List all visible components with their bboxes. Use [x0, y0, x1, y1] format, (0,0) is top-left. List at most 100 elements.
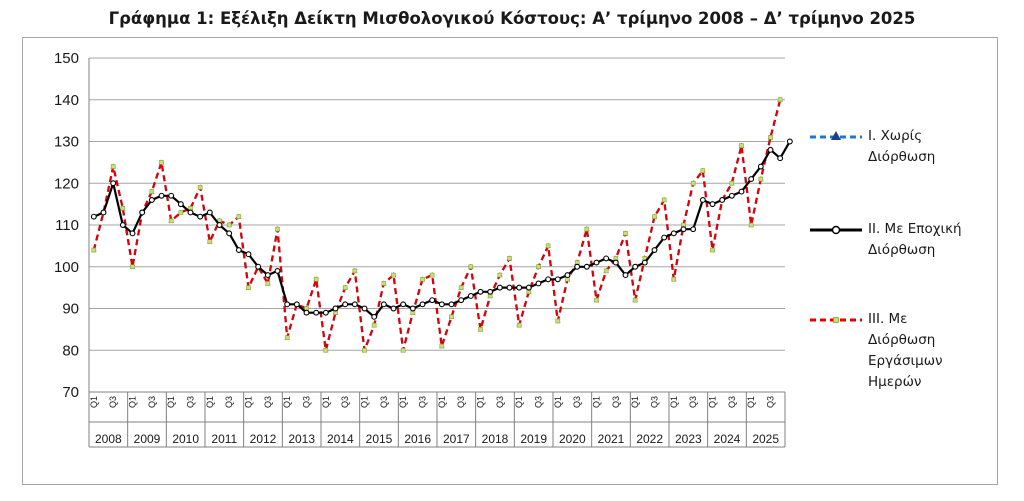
year-label-2012: 2012	[250, 432, 277, 446]
series-3-point	[594, 297, 599, 303]
legend-label-seasonal-adjustment: II. Με Εποχική Διόρθωση	[868, 221, 962, 258]
series-2-point	[148, 197, 155, 203]
year-label-2024: 2024	[714, 432, 741, 446]
series-3-point	[468, 264, 474, 270]
series-3-point	[362, 347, 367, 353]
series-2-point	[603, 255, 610, 262]
series-3-point	[748, 222, 754, 228]
series-2-point	[583, 263, 590, 270]
series-2-point	[409, 305, 416, 312]
x-tick-label: Q3	[108, 396, 118, 408]
x-tick-label: Q3	[224, 396, 234, 408]
series-2-point	[313, 309, 320, 316]
series-2-point	[641, 259, 648, 266]
series-2-point	[525, 284, 532, 291]
series-2-point	[767, 146, 774, 153]
series-2-point	[419, 301, 426, 308]
series-2-point	[690, 226, 697, 233]
series-2-point	[429, 297, 436, 304]
series-3-point	[120, 206, 126, 211]
series-2-point	[632, 263, 639, 270]
series-3-point	[130, 264, 135, 270]
x-tick-label: Q1	[514, 396, 524, 408]
y-tick-label-130: 130	[54, 134, 79, 151]
series-3-point	[439, 343, 445, 349]
series-3-point	[671, 276, 677, 282]
x-tick-label: Q1	[360, 396, 370, 408]
series-3-point	[371, 322, 377, 328]
series-3-point	[178, 210, 184, 215]
series-3-point	[768, 135, 773, 140]
series-2-point	[293, 301, 300, 308]
series-2-point	[709, 201, 716, 208]
y-tick-label-150: 150	[54, 50, 79, 67]
series-2-point	[622, 272, 629, 279]
legend-label-no-adjustment: I. Χωρίς Διόρθωση	[868, 128, 936, 165]
series-3-point	[246, 285, 251, 290]
series-2-point	[448, 301, 455, 308]
y-tick-label-110: 110	[55, 217, 79, 234]
year-label-2018: 2018	[482, 432, 509, 446]
series-3-point	[690, 180, 696, 186]
series-2-point	[361, 305, 368, 312]
series-3-point	[400, 347, 406, 353]
x-tick-label: Q3	[263, 396, 273, 408]
series-3-point	[429, 272, 435, 278]
x-tick-label: Q1	[398, 396, 408, 408]
year-label-2008: 2008	[95, 432, 122, 446]
series-2-point	[651, 247, 658, 254]
series-3-point	[729, 180, 735, 186]
x-tick-label: Q1	[708, 396, 718, 408]
series-2-point	[216, 222, 223, 228]
year-label-2021: 2021	[598, 432, 625, 446]
series-3-point	[584, 226, 590, 232]
series-2-point	[197, 213, 204, 220]
series-2-point	[168, 192, 175, 199]
x-tick-label: Q3	[418, 396, 428, 408]
series-2-point	[777, 155, 784, 162]
y-tick-label-90: 90	[62, 301, 79, 318]
series-2-point	[680, 226, 687, 233]
series-3-point	[545, 243, 551, 249]
series-2-point	[728, 192, 735, 199]
series-2-point	[100, 209, 107, 216]
series-2-point	[139, 209, 146, 216]
series-2-point	[757, 163, 764, 170]
series-2-point	[274, 267, 281, 274]
x-tick-label: Q1	[553, 396, 563, 408]
series-2-point	[284, 301, 291, 308]
series-3-point	[110, 164, 116, 169]
series-line-3	[92, 99, 782, 352]
series-2-point	[719, 197, 726, 203]
series-3-point	[420, 276, 425, 282]
year-label-2009: 2009	[134, 432, 161, 446]
series-3-point	[226, 222, 232, 228]
series-3-point	[758, 176, 764, 182]
series-2-point	[738, 188, 745, 195]
series-2-point	[786, 138, 793, 145]
series-3-point	[449, 314, 454, 320]
series-2-point	[245, 251, 252, 258]
x-tick-label: Q3	[611, 396, 621, 408]
series-2-point	[438, 301, 445, 308]
x-tick-label: Q3	[650, 396, 660, 408]
series-2-point	[661, 234, 668, 241]
x-tick-label: Q1	[592, 396, 602, 408]
series-3-point	[159, 160, 164, 165]
series-3-point	[391, 272, 396, 278]
series-2-point	[390, 305, 397, 312]
series-2-point	[593, 259, 600, 266]
x-tick-label: Q1	[321, 396, 331, 408]
series-2-point	[177, 201, 184, 208]
x-tick-label: Q3	[186, 396, 196, 408]
series-2-point	[187, 209, 194, 216]
series-2-point	[545, 276, 552, 283]
year-label-2013: 2013	[288, 432, 315, 446]
x-tick-label: Q1	[128, 396, 138, 408]
series-2-point	[496, 284, 503, 291]
series-2-point	[226, 230, 233, 237]
series-2-point	[110, 180, 117, 187]
series-2-point	[303, 309, 310, 316]
series-3-point	[700, 168, 706, 174]
